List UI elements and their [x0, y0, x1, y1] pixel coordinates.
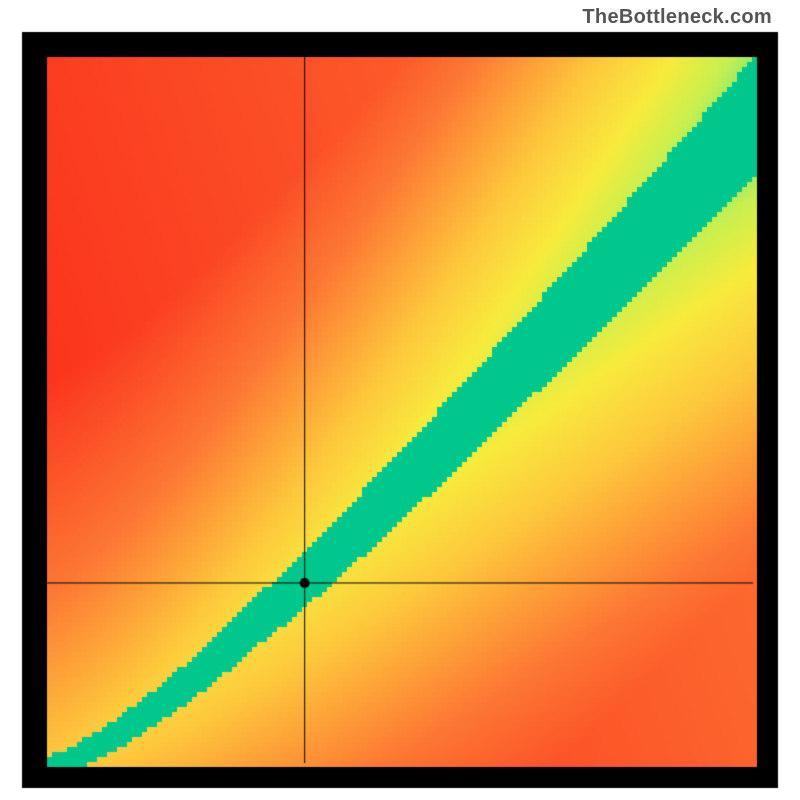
heatmap-canvas: [0, 0, 800, 800]
chart-container: TheBottleneck.com: [0, 0, 800, 800]
watermark-text: TheBottleneck.com: [582, 6, 772, 29]
